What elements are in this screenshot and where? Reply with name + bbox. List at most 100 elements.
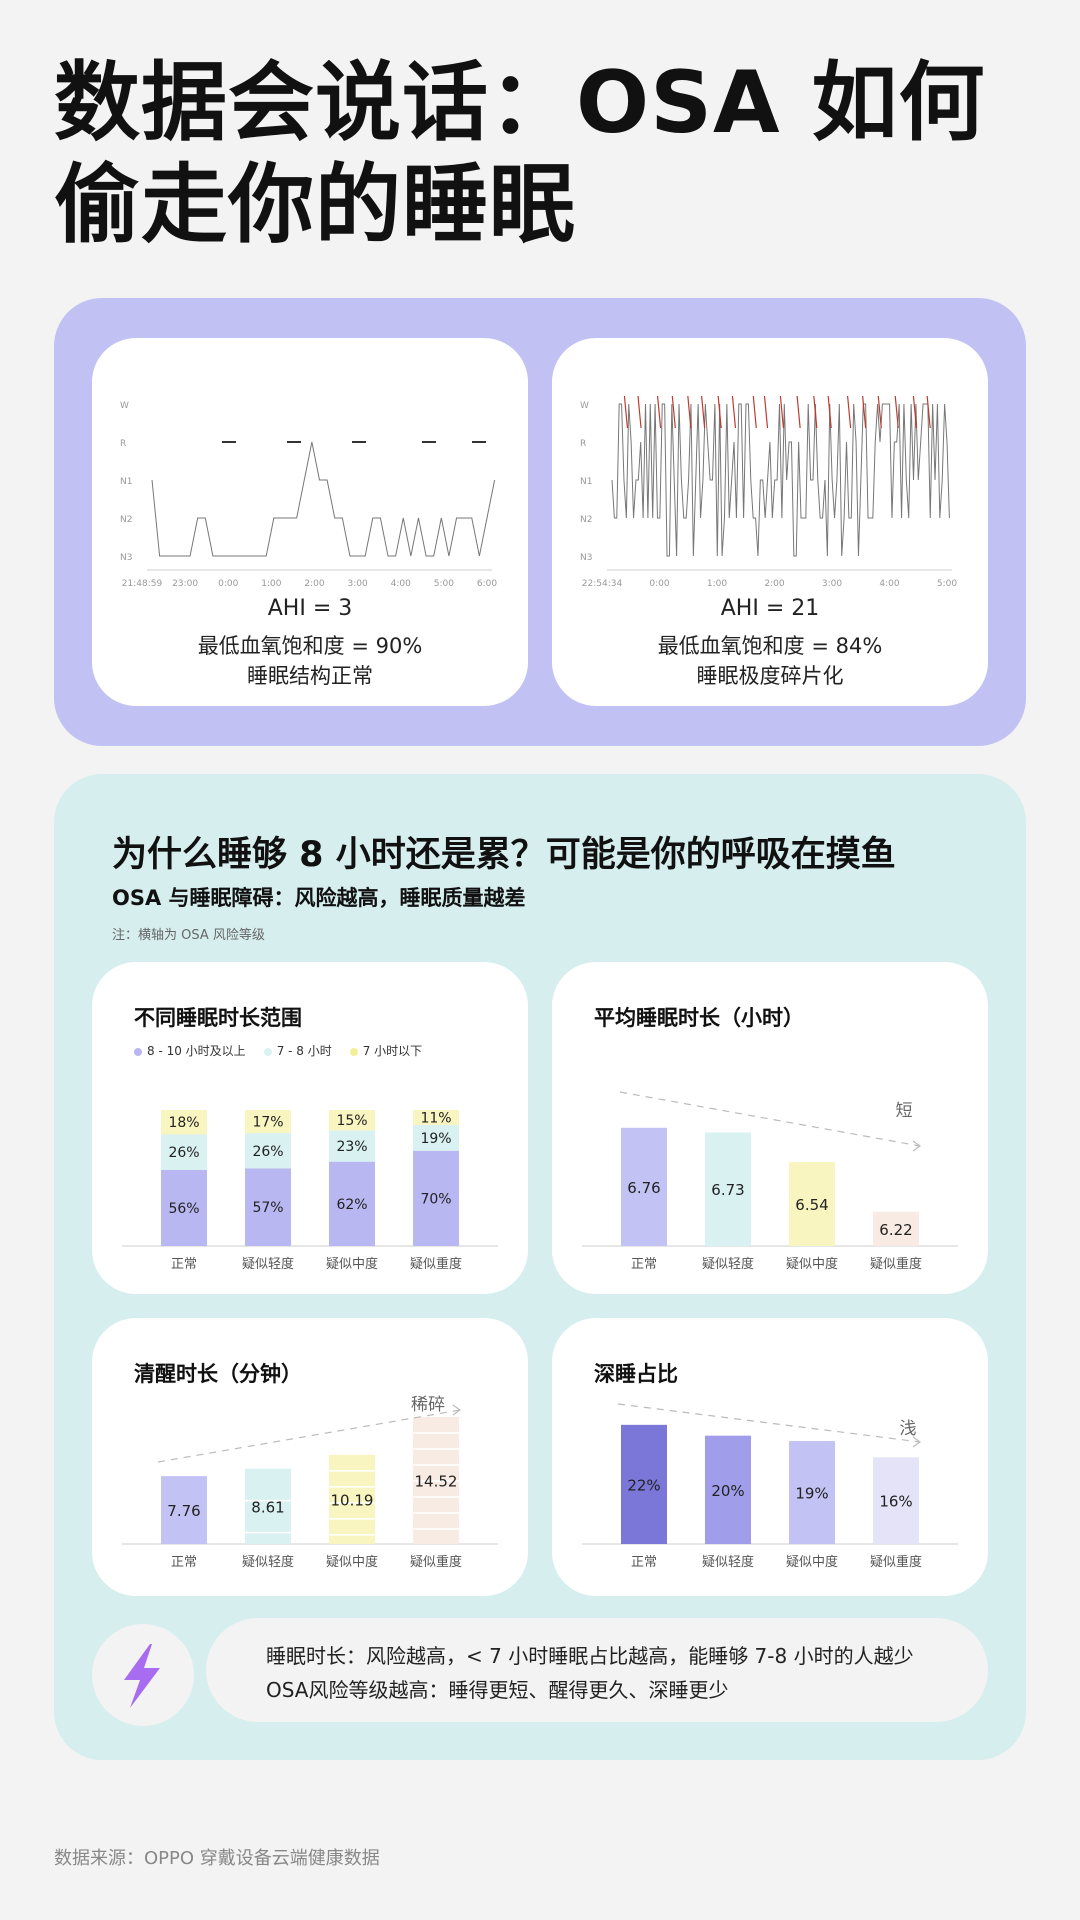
- legend-label: 8 - 10 小时及以上: [147, 1044, 246, 1058]
- legend-item: 7 小时以下: [349, 1042, 423, 1059]
- time-tick-label: 3:00: [348, 579, 368, 589]
- data-label: 23%: [336, 1139, 367, 1155]
- bar-segment: [161, 1110, 207, 1135]
- bar-chart: 正常 疑似轻度 疑似中度 疑似重度 22% 20% 19% 16% 浅: [582, 1403, 958, 1570]
- category-label: 疑似重度: [410, 1256, 462, 1272]
- chart-title: 深睡占比: [594, 1362, 678, 1386]
- bar: [705, 1435, 751, 1544]
- category-label: 疑似重度: [870, 1256, 922, 1272]
- time-tick-label: 6:00: [477, 579, 497, 589]
- category-label: 疑似中度: [326, 1554, 378, 1570]
- category-label: 疑似中度: [786, 1256, 838, 1272]
- bar-segment: [245, 1110, 291, 1134]
- bar: [621, 1424, 667, 1544]
- bar-segment: [413, 1110, 459, 1125]
- stage-label: N1: [120, 477, 132, 487]
- wake-event-mark: [763, 395, 769, 429]
- wake-event-mark: [827, 395, 832, 429]
- bar-segment: [245, 1133, 291, 1169]
- bar: [329, 1454, 375, 1544]
- data-label: 20%: [711, 1482, 744, 1500]
- legend-item: 7 - 8 小时: [263, 1042, 332, 1059]
- wake-event-mark: [731, 395, 737, 429]
- category-label: 疑似重度: [870, 1554, 922, 1570]
- stage-label: N3: [120, 553, 132, 563]
- stage-label: N2: [580, 515, 592, 525]
- time-tick-label: 5:00: [937, 579, 957, 589]
- category-label: 疑似轻度: [702, 1256, 754, 1272]
- wake-event-mark: [813, 395, 818, 429]
- chart-card-deep-sleep: 正常 疑似轻度 疑似中度 疑似重度 22% 20% 19% 16% 浅 深睡占比: [552, 1318, 988, 1596]
- ahi-value: AHI = 21: [720, 596, 820, 621]
- trend-annotation: 短: [896, 1101, 913, 1121]
- time-tick-label: 21:48:59: [122, 579, 163, 589]
- time-tick-label: 2:00: [304, 579, 324, 589]
- wake-event-mark: [623, 395, 629, 429]
- chart-title: 清醒时长（分钟）: [134, 1362, 302, 1386]
- trend-arrow: [912, 1140, 922, 1152]
- data-label: 6.73: [711, 1181, 744, 1199]
- data-label: 22%: [627, 1476, 660, 1494]
- bar-segment: [161, 1134, 207, 1170]
- data-label: 16%: [879, 1493, 912, 1511]
- data-label: 14.52: [415, 1472, 458, 1490]
- stage-label: N1: [580, 477, 592, 487]
- stage-label: W: [120, 401, 129, 411]
- data-source: 数据来源：OPPO 穿戴设备云端健康数据: [54, 1848, 380, 1869]
- data-label: 26%: [252, 1144, 283, 1160]
- stage-label: N2: [120, 515, 132, 525]
- bar-segment: [413, 1124, 459, 1151]
- wake-event-mark: [752, 395, 757, 429]
- bolt-badge: [92, 1624, 194, 1726]
- min-spo2: 最低血氧饱和度 = 90%: [197, 634, 423, 658]
- wake-event-mark: [779, 395, 785, 429]
- section-title: 为什么睡够 8 小时还是累？可能是你的呼吸在摸鱼: [112, 835, 896, 875]
- wake-event-mark: [717, 395, 722, 429]
- chart-card-duration-range: 正常 疑似轻度 疑似中度 疑似重度 56% 26% 18% 57% 26% 17% 62% 23% 15…: [92, 962, 528, 1294]
- hypnogram-chart-osa: W R N1 N2 N3 22:54:34 0:00 1:00 2:00 3:00 4:00 5:00: [580, 395, 957, 589]
- chart-title: 不同睡眠时长范围: [134, 1006, 302, 1030]
- time-tick-label: 1:00: [261, 579, 281, 589]
- ahi-value: AHI = 3: [267, 596, 353, 621]
- legend-item: 8 - 10 小时及以上: [134, 1042, 246, 1059]
- time-tick-label: 4:00: [879, 579, 899, 589]
- stage-label: R: [580, 439, 586, 449]
- bar: [621, 1127, 667, 1246]
- bar: [245, 1468, 291, 1544]
- data-label: 6.54: [795, 1196, 828, 1214]
- category-label: 疑似中度: [326, 1256, 378, 1272]
- summary-line2: OSA风险等级越高：睡得更短、醒得更久、深睡更少: [266, 1678, 729, 1702]
- wake-event-mark: [894, 395, 899, 429]
- bar: [873, 1211, 919, 1246]
- trend-arrow: [452, 1404, 462, 1416]
- chart-legend: 8 - 10 小时及以上 7 - 8 小时 7 小时以下: [134, 1042, 422, 1059]
- time-tick-label: 5:00: [434, 579, 454, 589]
- legend-label: 7 - 8 小时: [276, 1044, 332, 1058]
- data-label: 57%: [252, 1200, 283, 1216]
- wake-event-mark: [656, 395, 662, 429]
- bar-segment: [329, 1130, 375, 1162]
- data-label: 15%: [336, 1113, 367, 1129]
- chart-card-avg-duration: 正常 疑似轻度 疑似中度 疑似重度 6.76 6.73 6.54 6.22 短 平均睡眠时长（小…: [552, 962, 988, 1294]
- data-label: 19%: [795, 1485, 828, 1503]
- data-label: 6.22: [879, 1221, 912, 1239]
- category-label: 疑似轻度: [702, 1554, 754, 1570]
- legend-label: 7 小时以下: [362, 1044, 423, 1058]
- chart-title: 平均睡眠时长（小时）: [594, 1006, 804, 1030]
- bar: [705, 1132, 751, 1246]
- data-label: 26%: [168, 1145, 199, 1161]
- data-label: 8.61: [251, 1498, 284, 1516]
- bar: [789, 1162, 835, 1246]
- wake-event-mark: [912, 395, 918, 429]
- time-tick-label: 4:00: [391, 579, 411, 589]
- trend-arrow: [912, 1436, 922, 1448]
- wake-event-mark: [926, 395, 931, 429]
- wake-event-mark: [701, 395, 706, 429]
- sleep-note: 睡眠极度碎片化: [696, 664, 844, 688]
- lightning-bolt-icon: [124, 1644, 160, 1708]
- time-tick-label: 3:00: [822, 579, 842, 589]
- bar-segment: [161, 1169, 207, 1246]
- wake-event-mark: [862, 395, 867, 429]
- hypnogram-card-normal: W R N1 N2 N3 21:48:59 23:00 0:00 1:00 2:00 3:00 4:0…: [92, 338, 528, 706]
- time-tick-label: 22:54:34: [582, 579, 623, 589]
